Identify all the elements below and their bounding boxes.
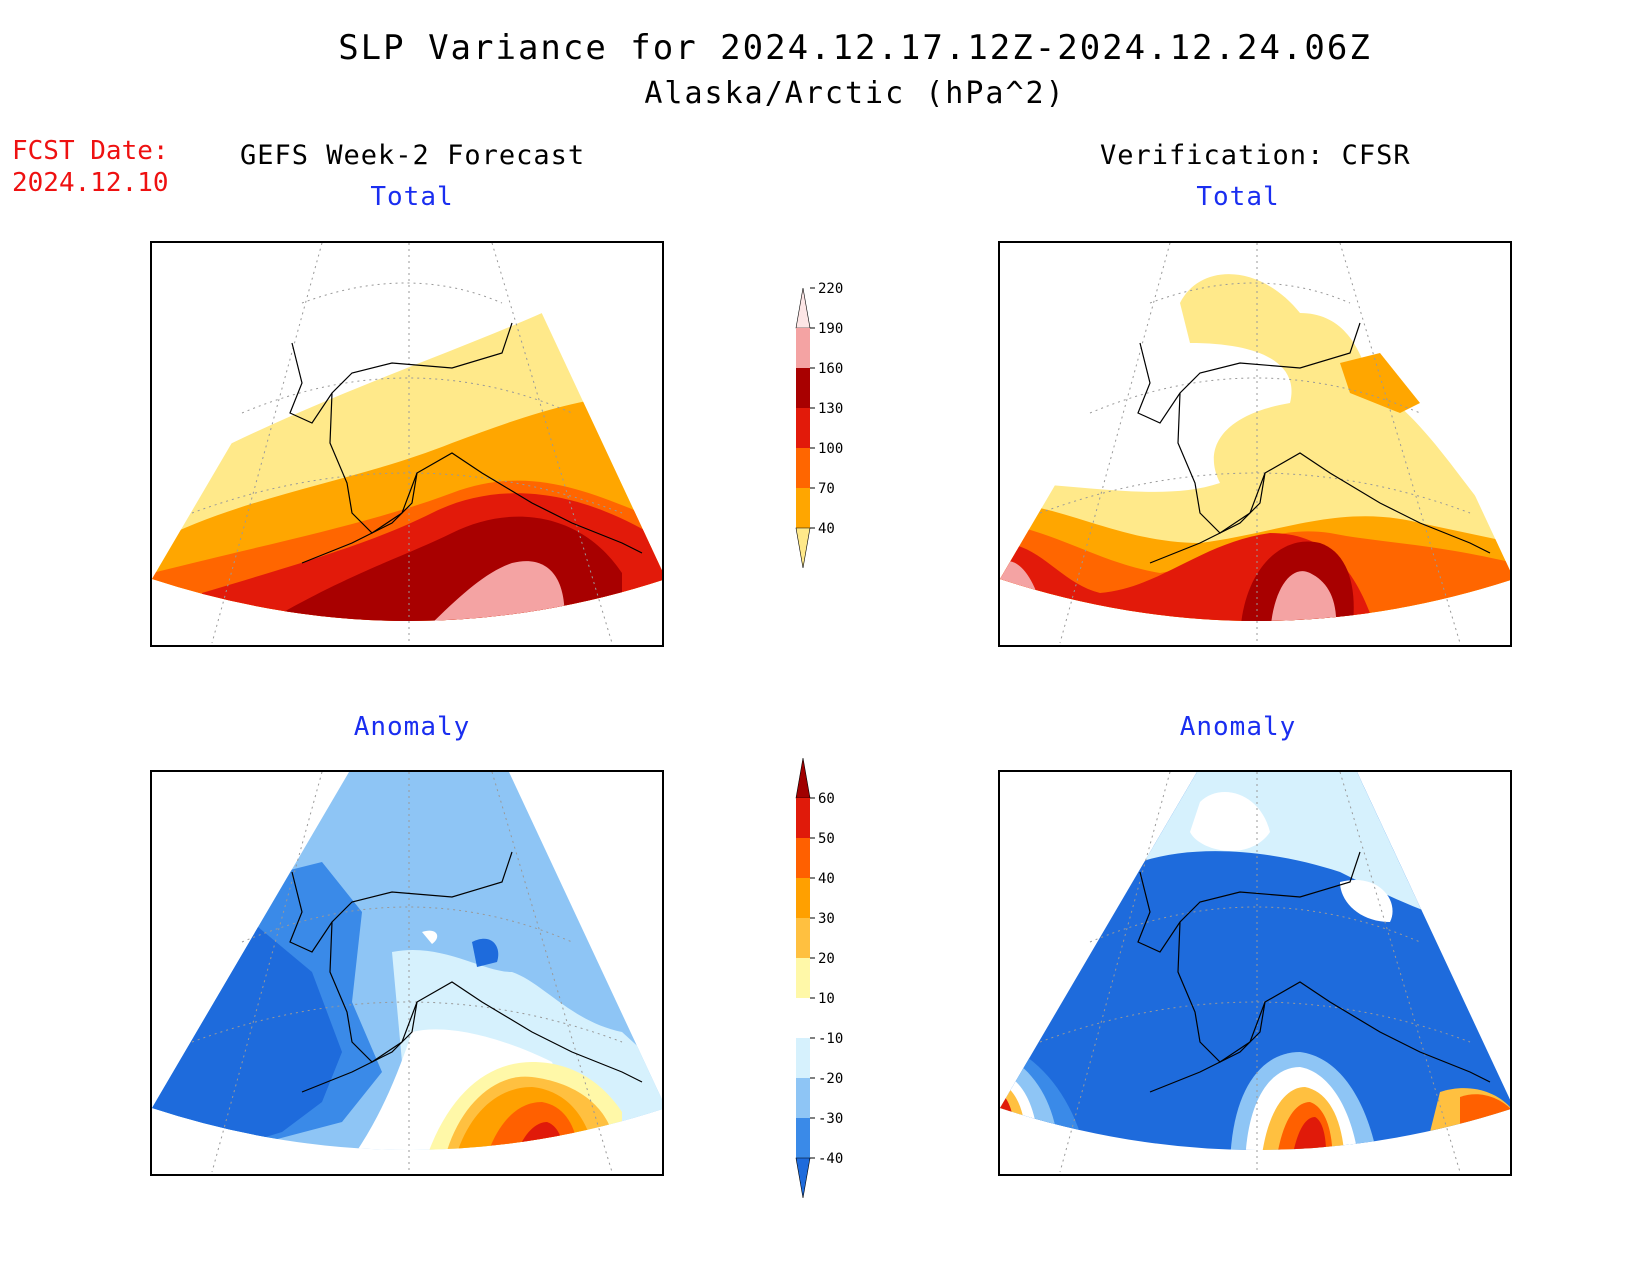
- verification-anomaly-map: [998, 770, 1512, 1176]
- anomaly-colorbar-cap-bottom: [795, 1157, 811, 1199]
- chart-title: SLP Variance for 2024.12.17.12Z-2024.12.…: [338, 28, 1372, 68]
- anomaly-colorbar-swatch: [796, 958, 810, 998]
- anomaly-colorbar-swatch: [796, 1078, 810, 1118]
- verification-heading: Verification: CFSR: [1100, 140, 1411, 171]
- anomaly-colorbar-swatch: [796, 1038, 810, 1078]
- anomaly-colorbar-tick-label: 50: [818, 831, 835, 847]
- anomaly-colorbar-tick-label: -20: [818, 1071, 843, 1087]
- verification-total-label: Total: [1196, 182, 1280, 212]
- forecast-anomaly-label: Anomaly: [353, 712, 471, 742]
- anomaly-colorbar-tick-label: -10: [818, 1031, 843, 1047]
- total-colorbar-swatch: [796, 448, 810, 488]
- anomaly-colorbar-tick-label: 30: [818, 911, 835, 927]
- anomaly-colorbar-swatch: [796, 998, 810, 1038]
- chart-subtitle: Alaska/Arctic (hPa^2): [644, 76, 1066, 111]
- total-colorbar-tick-label: 100: [818, 441, 843, 457]
- total-colorbar-swatch: [796, 488, 810, 528]
- anomaly-colorbar-tick-label: 10: [818, 991, 835, 1007]
- anomaly-colorbar-swatch: [796, 838, 810, 878]
- anomaly-colorbar-cap-top: [795, 757, 811, 799]
- anomaly-colorbar-tick-label: -30: [818, 1111, 843, 1127]
- total-colorbar-tick-label: 130: [818, 401, 843, 417]
- total-colorbar-cap-top: [795, 287, 811, 329]
- anomaly-colorbar-swatch: [796, 918, 810, 958]
- anomaly-colorbar-swatch: [796, 1118, 810, 1158]
- anomaly-colorbar-tick-label: -40: [818, 1151, 843, 1167]
- total-colorbar: 40 70 100 130 160 190 220: [795, 281, 843, 569]
- total-colorbar-swatch: [796, 328, 810, 368]
- anomaly-colorbar-tick-label: 20: [818, 951, 835, 967]
- total-colorbar-swatch: [796, 408, 810, 448]
- fcst-date-label: FCST Date:: [12, 136, 169, 166]
- total-colorbar-cap-bottom: [795, 527, 811, 569]
- total-colorbar-tick-label: 160: [818, 361, 843, 377]
- total-colorbar-tick-label: 190: [818, 321, 843, 337]
- forecast-total-map: [150, 241, 664, 647]
- total-colorbar-tick-label: 70: [818, 481, 835, 497]
- forecast-total-label: Total: [370, 182, 454, 212]
- fcst-date-value: 2024.12.10: [12, 168, 169, 198]
- anomaly-colorbar: -40 -30 -20 -10 10 20 30 40 50 60: [795, 757, 843, 1199]
- anomaly-colorbar-tick-label: 60: [818, 791, 835, 807]
- total-colorbar-tick-label: 40: [818, 521, 835, 537]
- verification-total-map: [998, 241, 1512, 647]
- forecast-anomaly-map: [150, 770, 664, 1176]
- anomaly-colorbar-swatch: [796, 798, 810, 838]
- verification-anomaly-label: Anomaly: [1179, 712, 1297, 742]
- forecast-heading: GEFS Week-2 Forecast: [240, 140, 586, 171]
- anomaly-colorbar-swatch: [796, 878, 810, 918]
- total-colorbar-tick-label: 220: [818, 281, 843, 297]
- anomaly-colorbar-tick-label: 40: [818, 871, 835, 887]
- total-colorbar-swatch: [796, 368, 810, 408]
